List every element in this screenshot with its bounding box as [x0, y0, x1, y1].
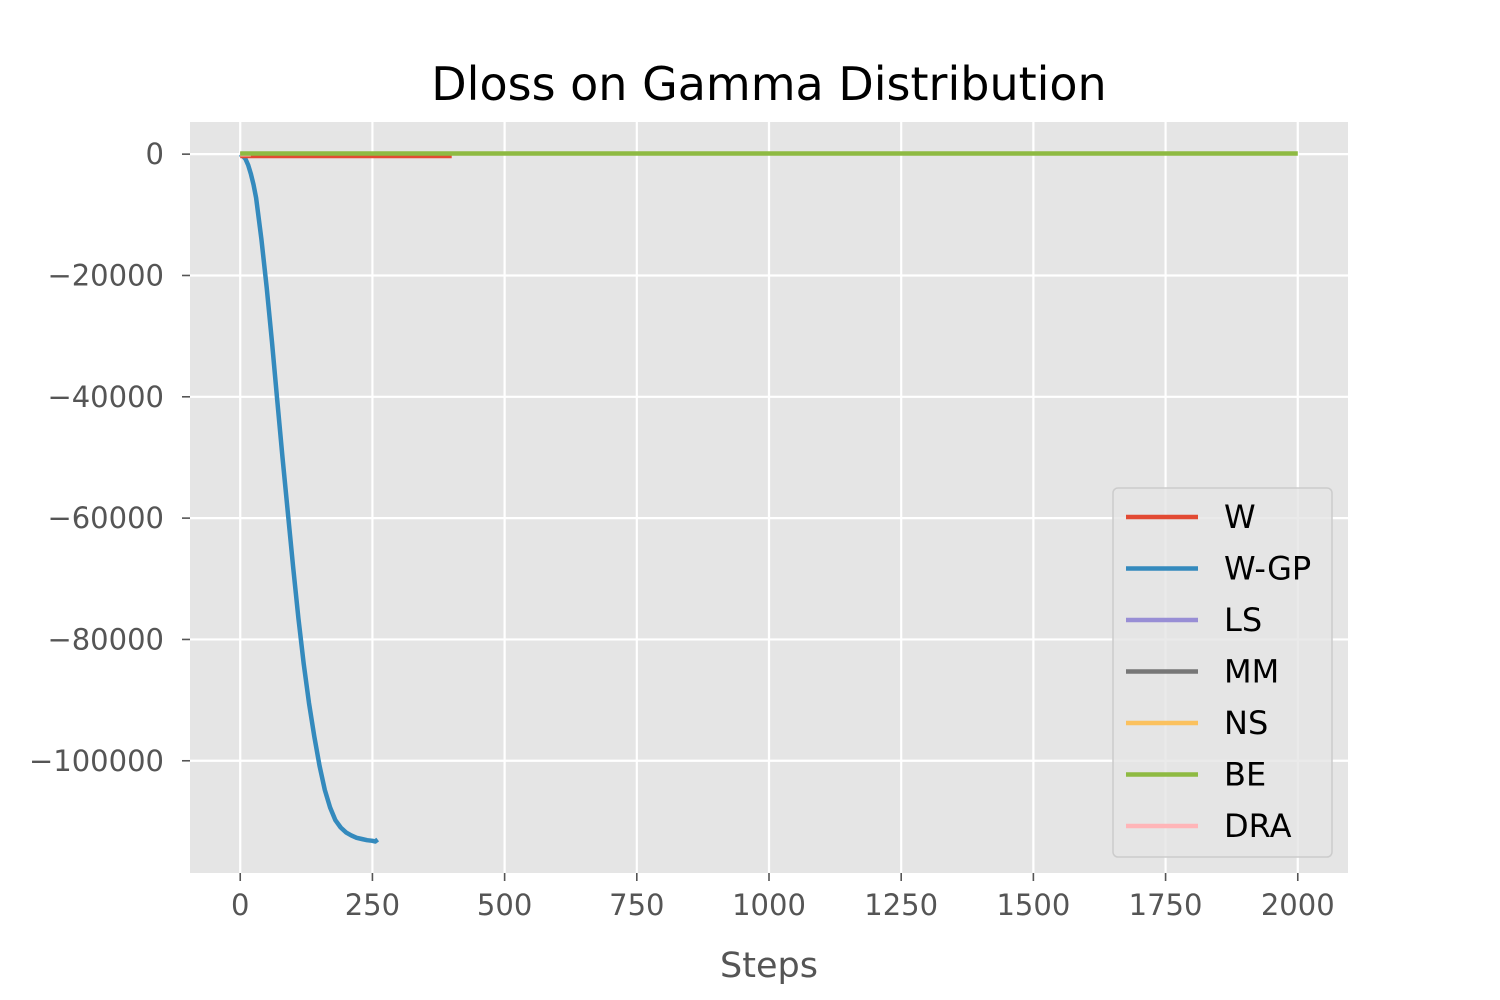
legend-box	[1112, 487, 1333, 858]
legend-label-w: W	[1224, 498, 1256, 536]
legend-label-be: BE	[1224, 756, 1266, 794]
legend: W W-GP LS MM NS BE DRA	[1112, 487, 1333, 858]
legend-label-ns: NS	[1224, 704, 1268, 742]
y-tick-label: −20000	[47, 258, 164, 292]
x-tick-label: 500	[477, 888, 532, 922]
legend-label-dra: DRA	[1224, 807, 1292, 845]
y-tick-label: −100000	[29, 744, 164, 778]
legend-label-mm: MM	[1224, 653, 1279, 691]
chart-title: Dloss on Gamma Distribution	[431, 57, 1106, 111]
y-tick-label: −80000	[47, 622, 164, 656]
x-tick-label: 2000	[1261, 888, 1335, 922]
x-tick-label: 1500	[996, 888, 1070, 922]
x-tick-label: 750	[609, 888, 664, 922]
y-tick-label: −40000	[47, 380, 164, 414]
y-ticks: 0 −20000 −40000 −60000 −80000 −100000	[29, 137, 190, 778]
x-tick-label: 1250	[864, 888, 938, 922]
x-axis-label: Steps	[720, 946, 818, 986]
y-tick-label: 0	[146, 137, 164, 171]
y-tick-label: −60000	[47, 501, 164, 535]
x-tick-label: 1000	[732, 888, 806, 922]
x-tick-label: 250	[345, 888, 400, 922]
legend-label-ls: LS	[1224, 601, 1262, 639]
x-ticks: 0 250 500 750 1000 1250 1500 1750 2000	[231, 873, 1335, 922]
x-tick-label: 0	[231, 888, 249, 922]
legend-label-w-gp: W-GP	[1224, 550, 1311, 588]
series-line-w-gp	[238, 152, 380, 844]
x-tick-label: 1750	[1129, 888, 1203, 922]
series-lines	[238, 151, 1298, 844]
